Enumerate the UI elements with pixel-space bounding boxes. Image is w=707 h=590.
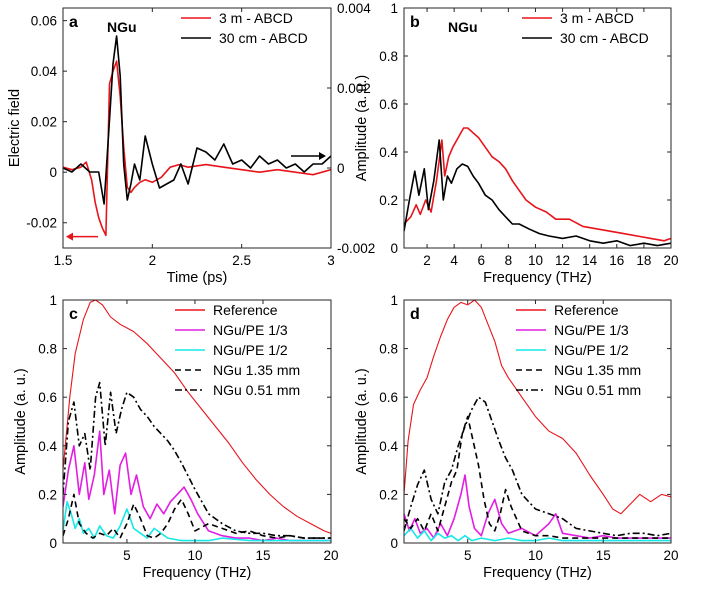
x-axis-label: Frequency (THz): [483, 565, 592, 581]
y-axis-label: Electric field: [7, 89, 23, 167]
y-tick-label: 0: [390, 536, 398, 551]
legend-entry: Reference: [554, 302, 619, 318]
x-tick-label: 2.5: [232, 253, 251, 268]
y2-tick-label: -0.002: [337, 241, 375, 256]
x-axis-label: Frequency (THz): [483, 270, 592, 286]
x-tick-label: 16: [609, 253, 624, 268]
legend-entry: NGu/PE 1/2: [213, 342, 288, 358]
y-tick-label: 0: [49, 165, 57, 180]
legend-entry: 3 m - ABCD: [560, 10, 634, 26]
x-tick-label: 6: [477, 253, 485, 268]
y-tick-label: 0.8: [38, 342, 57, 357]
y-tick-label: 0.6: [379, 97, 398, 112]
x-tick-label: 10: [187, 548, 202, 563]
legend-entry: NGu 0.51 mm: [213, 382, 300, 398]
x-tick-label: 1.5: [54, 253, 73, 268]
series-line-2: [63, 35, 331, 205]
y-tick-label: 0.2: [379, 487, 398, 502]
y-tick-label: 1: [390, 1, 398, 16]
x-tick-label: 10: [528, 253, 543, 268]
legend-entry: NGu/PE 1/3: [554, 322, 629, 338]
x-tick-label: 10: [528, 548, 543, 563]
x-tick-label: 20: [323, 548, 338, 563]
plot-frame: [403, 7, 672, 249]
series-line-5: [404, 396, 671, 537]
series-line-1: [63, 60, 331, 237]
y-tick-label: 1: [49, 293, 57, 308]
x-tick-label: 2: [149, 253, 157, 268]
y-tick-label: 0.2: [38, 487, 57, 502]
y-tick-label: 0.2: [379, 193, 398, 208]
plot-frame: [62, 7, 332, 249]
panel-letter: a: [69, 14, 78, 31]
legend-entry: NGu 1.35 mm: [213, 362, 300, 378]
series-line-1: [404, 127, 671, 242]
x-tick-label: 4: [450, 253, 458, 268]
y-tick-label: 0.8: [379, 49, 398, 64]
plot-frame: [62, 299, 332, 544]
x-tick-label: 14: [582, 253, 598, 268]
x-tick-label: 12: [555, 253, 570, 268]
x-tick-label: 5: [464, 548, 472, 563]
y-axis-label: Amplitude (a. u.): [13, 368, 29, 474]
panel-letter: c: [69, 306, 78, 323]
x-tick-label: 8: [505, 253, 513, 268]
x-tick-label: 2: [423, 253, 431, 268]
series-line-3: [404, 527, 671, 542]
x-tick-label: 5: [123, 548, 131, 563]
series-line-2: [404, 139, 671, 247]
y-tick-label: -0.02: [26, 216, 57, 231]
panel-letter: d: [410, 306, 420, 323]
y2-tick-label: 0.004: [337, 1, 371, 16]
y-tick-label: 0.4: [379, 439, 398, 454]
sample-tag: NGu: [448, 19, 478, 35]
series-line-1: [63, 300, 331, 534]
x-tick-label: 20: [663, 253, 678, 268]
panel-letter: b: [410, 14, 420, 31]
y-tick-label: 0.6: [38, 390, 57, 405]
legend-entry: Reference: [213, 302, 278, 318]
panel-d: 5 10 15 20 0 0.2 0.4 0.6 0.8 1 Frequency (THz) Ampl…: [354, 293, 679, 581]
y-tick-label: 0: [390, 241, 398, 256]
panel-c: 5 10 15 20 0 0.2 0.4 0.6 0.8 1 Frequency (THz) Ampl…: [13, 293, 339, 581]
y-axis-label: Amplitude (a. u.): [354, 368, 370, 474]
series-line-4: [63, 493, 331, 539]
legend-entry: NGu 0.51 mm: [554, 382, 641, 398]
panel-a: 1.5 2 2.5 3 -0.02 0 0.02 0.04 0.06 -0.002 0 0.002 0.…: [7, 1, 375, 286]
x-tick-label: 3: [327, 253, 335, 268]
plot-frame: [403, 299, 672, 544]
x-axis-label: Frequency (THz): [143, 565, 252, 581]
y2-tick-label: 0: [337, 161, 345, 176]
x-tick-label: 15: [596, 548, 611, 563]
series-line-5: [63, 381, 331, 539]
y-tick-label: 0.4: [379, 145, 398, 160]
y-tick-label: 0.6: [379, 390, 398, 405]
y2-tick-label: 0.002: [337, 81, 371, 96]
y-tick-label: 0.8: [379, 342, 398, 357]
y-axis-label: Amplitude (a. u.): [354, 75, 370, 181]
series-line-3: [63, 500, 331, 542]
legend-entry: NGu/PE 1/3: [213, 322, 288, 338]
x-axis-label: Time (ps): [167, 270, 228, 286]
x-tick-label: 15: [255, 548, 270, 563]
legend-entry: NGu 1.35 mm: [554, 362, 641, 378]
legend-entry: 30 cm - ABCD: [219, 30, 308, 46]
y-tick-label: 0.02: [31, 115, 57, 130]
legend-entry: 30 cm - ABCD: [560, 30, 649, 46]
sample-tag: NGu: [107, 19, 137, 35]
series-line-2: [63, 430, 331, 542]
series-line-4: [404, 415, 671, 539]
legend-entry: 3 m - ABCD: [219, 10, 293, 26]
y-tick-label: 0: [49, 536, 57, 551]
y-tick-label: 0.04: [31, 64, 58, 79]
x-tick-label: 20: [663, 548, 678, 563]
y-tick-label: 0.4: [38, 439, 57, 454]
y-tick-label: 0.06: [31, 14, 57, 29]
series-line-1: [404, 300, 671, 515]
panel-b: 2 4 6 8 10 12 14 16 18 20 0 0.2 0.4 0.6 0.8 1 Frequency …: [354, 1, 679, 286]
y-tick-label: 1: [390, 293, 398, 308]
legend-entry: NGu/PE 1/2: [554, 342, 629, 358]
x-tick-label: 18: [636, 253, 651, 268]
